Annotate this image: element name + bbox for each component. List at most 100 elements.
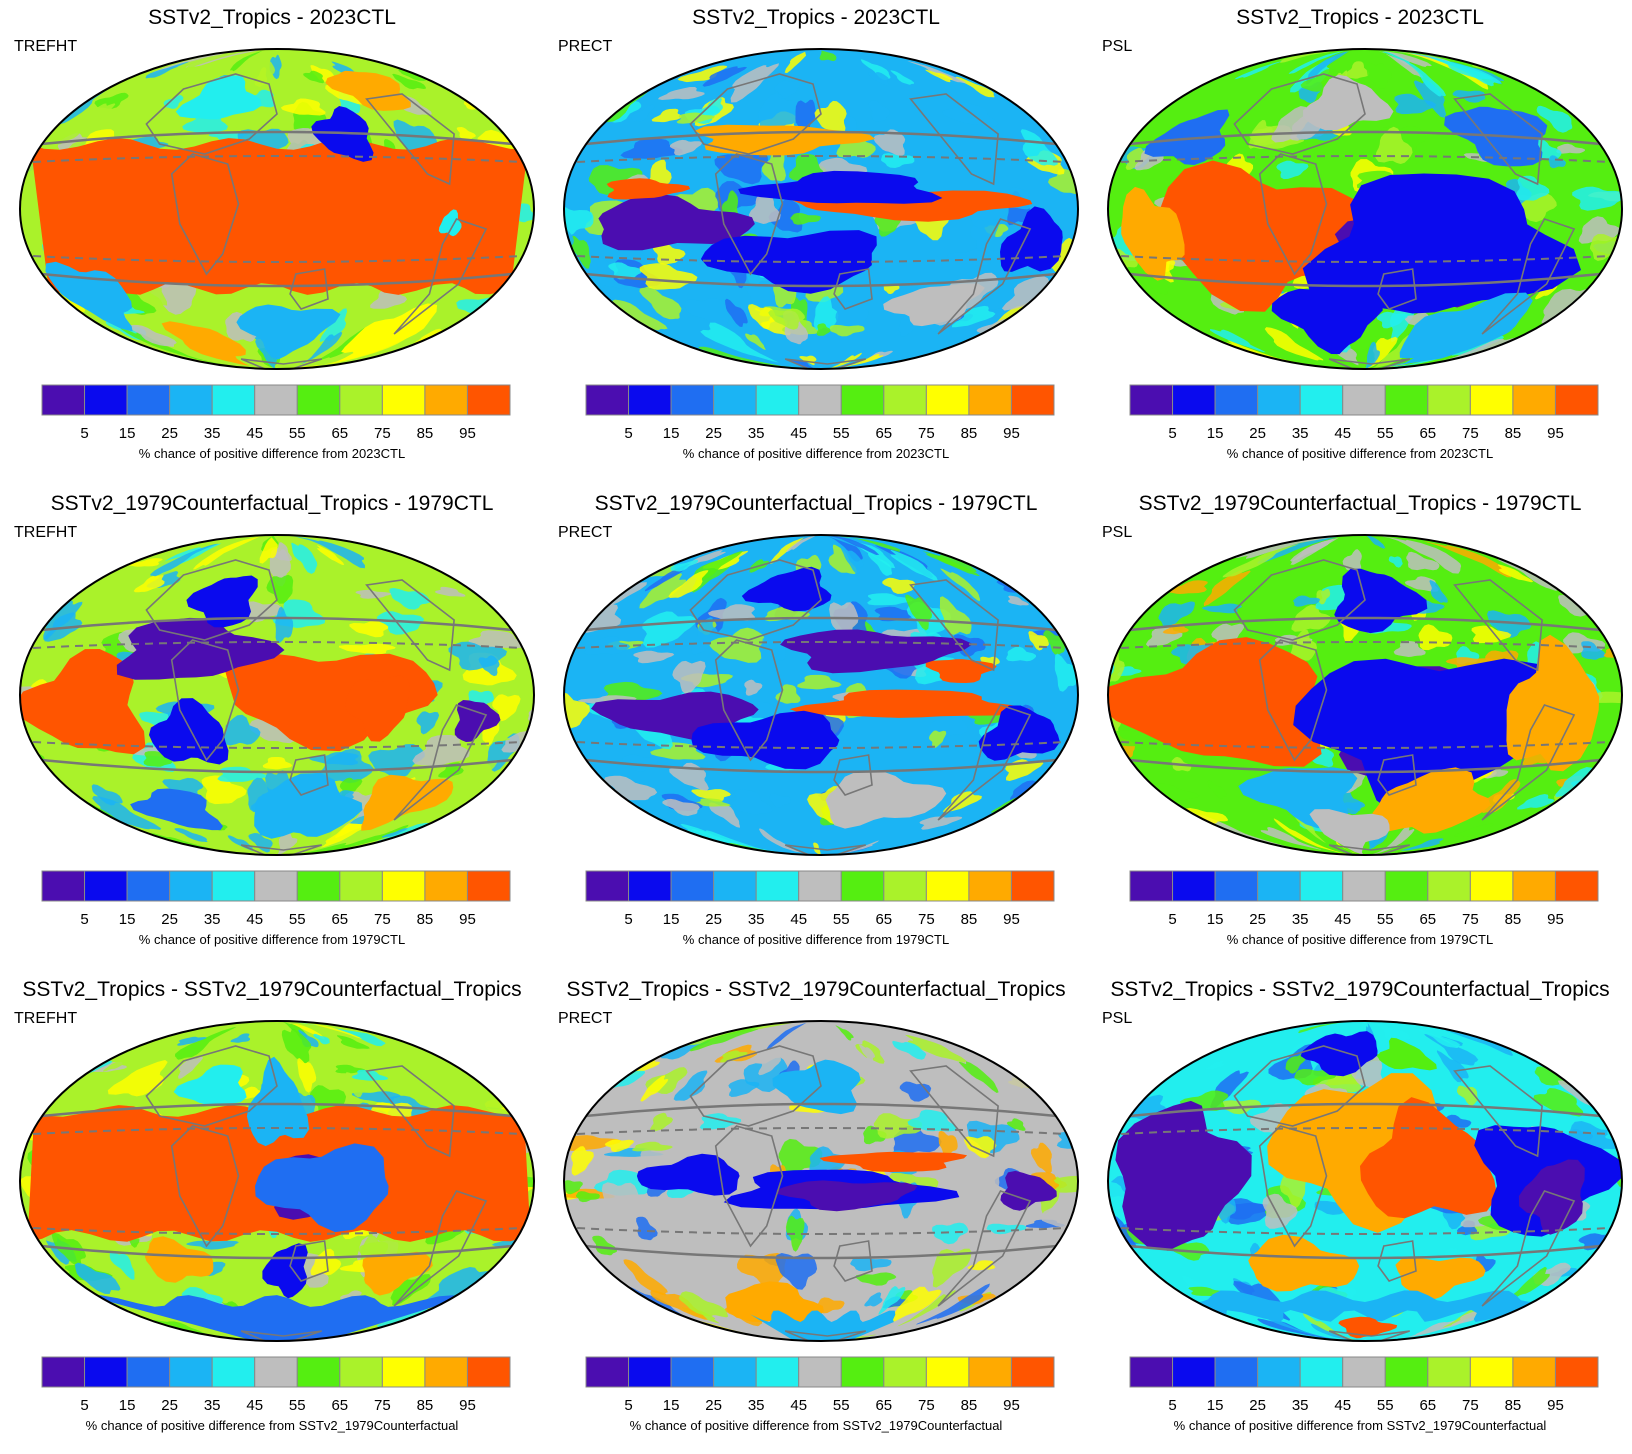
colorbar-swatch bbox=[296, 870, 341, 902]
panel-psl-2023ctl: SSTv2_Tropics - 2023CTL PSL 5 15 25 35 45 55 6… bbox=[1088, 0, 1632, 482]
field-patch bbox=[317, 545, 345, 565]
field-patch bbox=[381, 828, 408, 838]
field-patch bbox=[316, 748, 374, 784]
colorbar-tick-label: 15 bbox=[119, 911, 136, 928]
coastline bbox=[145, 559, 278, 641]
field-patch bbox=[1297, 1022, 1346, 1034]
field-patch bbox=[92, 796, 162, 830]
colorbar-swatch bbox=[1469, 1356, 1514, 1388]
field-feature bbox=[20, 649, 146, 755]
field-patch bbox=[178, 1056, 204, 1079]
colorbar-swatch bbox=[883, 1356, 927, 1388]
field-feature bbox=[772, 1059, 861, 1115]
colorbar-swatch bbox=[670, 870, 715, 902]
field-feature bbox=[738, 170, 943, 204]
field-patch bbox=[868, 552, 892, 576]
field-patch bbox=[951, 305, 996, 328]
field-patch bbox=[456, 127, 476, 140]
field-patch bbox=[631, 104, 655, 122]
field-patch bbox=[963, 1136, 997, 1159]
colorbar-swatch bbox=[585, 870, 630, 902]
colorbar-tick-label: 75 bbox=[918, 1397, 935, 1414]
colorbar-swatch bbox=[883, 384, 927, 416]
field-patch bbox=[673, 1070, 708, 1101]
field-patch bbox=[1471, 625, 1512, 644]
colorbar-tick-label: 25 bbox=[705, 1397, 722, 1414]
field-patch bbox=[814, 100, 847, 135]
field-patch bbox=[313, 1033, 330, 1045]
field-feature bbox=[362, 1251, 433, 1296]
dashed-line-north bbox=[564, 641, 1078, 650]
field-patch bbox=[786, 535, 817, 552]
colorbar-swatch bbox=[798, 384, 842, 416]
field-patch bbox=[714, 146, 768, 185]
field-patch bbox=[709, 627, 765, 663]
colorbar-tick-label: 45 bbox=[1334, 1397, 1351, 1414]
field-patch bbox=[873, 1113, 923, 1139]
field-patch bbox=[662, 798, 700, 816]
field-patch bbox=[1382, 50, 1432, 67]
colorbar-swatch bbox=[1512, 1356, 1556, 1388]
field-patch bbox=[1280, 49, 1347, 63]
field-patch bbox=[59, 632, 103, 653]
field-patch bbox=[1424, 1034, 1479, 1066]
field-patch bbox=[244, 60, 276, 88]
colorbar-tick-label: 75 bbox=[918, 911, 935, 928]
field-patch bbox=[319, 308, 348, 343]
field-patch bbox=[124, 684, 161, 697]
map-outline bbox=[19, 48, 535, 370]
field-patch bbox=[873, 129, 906, 157]
colorbar-swatch bbox=[1512, 384, 1556, 416]
field-patch bbox=[588, 165, 643, 195]
coastline bbox=[714, 1125, 784, 1248]
colorbar-tick-label: 55 bbox=[289, 1397, 306, 1414]
coastline bbox=[689, 73, 822, 155]
map bbox=[19, 534, 535, 856]
colorbar-tick-label: 55 bbox=[289, 911, 306, 928]
field-patch bbox=[564, 1180, 583, 1195]
colorbar-tick-label: 85 bbox=[1505, 425, 1522, 442]
field-patch bbox=[1030, 1142, 1052, 1174]
field-patch bbox=[728, 1079, 760, 1097]
field-patch bbox=[691, 789, 731, 802]
field-patch bbox=[689, 1026, 765, 1052]
field-patch bbox=[919, 816, 963, 830]
field-feature bbox=[1293, 658, 1560, 815]
colorbar-tick-label: 95 bbox=[459, 425, 476, 442]
field-patch bbox=[816, 323, 831, 336]
boundary-line-north bbox=[30, 130, 524, 147]
colorbar-swatch bbox=[1299, 870, 1344, 902]
colorbar-swatch bbox=[1384, 384, 1429, 416]
field-patch bbox=[1517, 794, 1555, 810]
colorbar-swatch bbox=[1554, 384, 1599, 416]
field-patch bbox=[981, 1061, 1029, 1091]
map-outline bbox=[19, 1020, 535, 1342]
field-patch bbox=[651, 108, 682, 123]
field-patch bbox=[713, 1030, 762, 1052]
field-patch bbox=[1413, 79, 1447, 118]
dashed-line-south bbox=[1108, 1226, 1622, 1235]
field-patch bbox=[1202, 603, 1243, 614]
field-patch bbox=[1293, 595, 1321, 607]
field-patch bbox=[1453, 823, 1494, 837]
colorbar-swatch bbox=[169, 870, 213, 902]
dashed-line-south bbox=[1108, 740, 1622, 749]
coastline bbox=[1328, 844, 1410, 855]
panel-title: SSTv2_1979Counterfactual_Tropics - 1979C… bbox=[594, 492, 1038, 515]
field-patch bbox=[650, 1290, 708, 1320]
colorbar-swatch bbox=[339, 870, 383, 902]
colorbar-tick-label: 35 bbox=[1292, 425, 1309, 442]
colorbar-swatch bbox=[466, 1356, 511, 1388]
colorbar-tick-label: 25 bbox=[161, 911, 178, 928]
field-patch bbox=[186, 1240, 239, 1250]
colorbar-label: % chance of positive difference from 202… bbox=[138, 446, 406, 461]
field-patch bbox=[1256, 1326, 1365, 1341]
field-feature bbox=[161, 321, 250, 366]
colorbar-swatch bbox=[126, 384, 171, 416]
field-patch bbox=[896, 1289, 956, 1327]
map-outline bbox=[1107, 534, 1623, 856]
colorbar-swatch bbox=[925, 870, 970, 902]
field-patch bbox=[680, 823, 745, 846]
field-patch bbox=[1406, 1318, 1466, 1338]
field-patch bbox=[230, 50, 263, 72]
